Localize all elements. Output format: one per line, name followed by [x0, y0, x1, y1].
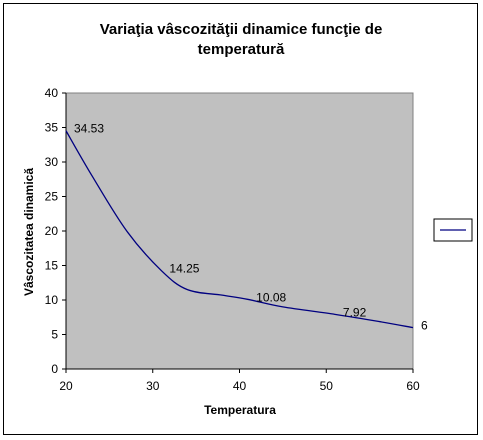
chart-title-line-2: temperatură: [198, 41, 285, 58]
x-tick-label: 30: [146, 379, 160, 393]
y-axis-label: Vâscozitatea dinamică: [22, 168, 36, 296]
x-axis-label: Temperatura: [204, 403, 276, 417]
y-tick-label: 25: [45, 190, 59, 204]
y-tick-label: 5: [51, 328, 58, 342]
x-tick-label: 40: [233, 379, 247, 393]
x-axis-ticks: 20 30 40 50 60: [59, 368, 420, 393]
data-label: 10.08: [256, 290, 286, 304]
data-label: 6: [421, 319, 428, 333]
x-tick-label: 50: [320, 379, 334, 393]
y-tick-label: 20: [45, 224, 59, 238]
y-tick-label: 0: [51, 362, 58, 376]
data-label: 14.25: [169, 262, 199, 276]
y-axis-ticks: 0 5 10 15 20 25 30 35 40: [45, 86, 67, 376]
legend: [433, 218, 473, 242]
series-line: [65, 130, 414, 329]
plot-area: [65, 92, 414, 370]
y-tick-label: 15: [45, 259, 59, 273]
y-tick-label: 35: [45, 121, 59, 135]
data-label: 7.92: [343, 305, 367, 319]
y-tick-label: 10: [45, 293, 59, 307]
data-labels: 34.53 14.25 10.08 7.92 6: [74, 122, 428, 333]
chart-title-line-1: Variaţia vâscozităţii dinamice funcţie d…: [100, 21, 383, 38]
x-tick-label: 60: [406, 379, 420, 393]
data-label: 34.53: [74, 122, 104, 136]
y-tick-label: 30: [45, 155, 59, 169]
x-tick-label: 20: [59, 379, 73, 393]
y-tick-label: 40: [45, 86, 59, 100]
